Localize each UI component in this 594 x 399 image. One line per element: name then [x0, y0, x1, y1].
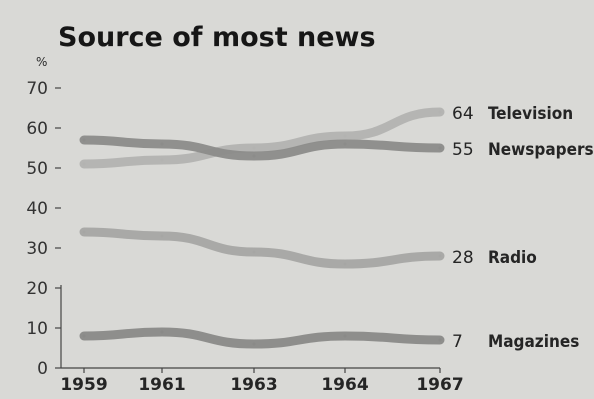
- end-value-television: 64: [452, 104, 474, 124]
- point-radio-3: [343, 262, 347, 266]
- labels-layer: 64 Television 55 Newspapers 28 Radio 7 Magazine…: [452, 104, 594, 352]
- point-magazines-0: [82, 334, 86, 338]
- x-tick-label-0: 1959: [60, 375, 107, 395]
- point-television-1: [160, 158, 164, 162]
- y-axis-unit: %: [36, 55, 47, 69]
- point-newspapers-1: [160, 142, 164, 146]
- chart-title: Source of most news: [58, 22, 376, 53]
- point-newspapers-3: [343, 142, 347, 146]
- point-television-3: [343, 134, 347, 138]
- point-radio-4: [438, 254, 442, 258]
- end-value-radio: 28: [452, 248, 474, 268]
- series-line-radio: [79, 227, 445, 269]
- point-radio-1: [160, 234, 164, 238]
- point-magazines-4: [438, 338, 442, 342]
- point-newspapers-2: [252, 154, 256, 158]
- point-television-0: [82, 162, 86, 166]
- end-value-magazines: 7: [452, 332, 463, 352]
- point-magazines-2: [252, 342, 256, 346]
- x-tick-label-1: 1961: [138, 375, 185, 395]
- ticks-layer: 0 10 20 30 40 50 60 70 1959 1961 1963 1964 1967: [26, 79, 463, 395]
- point-television-2: [252, 146, 256, 150]
- point-magazines-3: [343, 334, 347, 338]
- series-label-radio: Radio: [488, 248, 537, 268]
- point-newspapers-0: [82, 138, 86, 142]
- y-tick-label-3: 30: [26, 239, 48, 259]
- point-radio-2: [252, 250, 256, 254]
- y-tick-label-0: 0: [37, 359, 48, 379]
- series-label-magazines: Magazines: [488, 332, 579, 352]
- point-television-4: [438, 110, 442, 114]
- y-tick-label-7: 70: [26, 79, 48, 99]
- y-tick-label-1: 10: [26, 319, 48, 339]
- series-layer: [79, 107, 445, 349]
- point-newspapers-4: [438, 146, 442, 150]
- y-tick-label-4: 40: [26, 199, 48, 219]
- point-radio-0: [82, 230, 86, 234]
- series-label-television: Television: [488, 104, 573, 124]
- y-tick-label-2: 20: [26, 279, 48, 299]
- y-tick-label-5: 50: [26, 159, 48, 179]
- x-tick-label-2: 1963: [230, 375, 277, 395]
- x-tick-label-4: 1967: [416, 375, 463, 395]
- series-label-newspapers: Newspapers: [488, 140, 594, 160]
- y-tick-label-6: 60: [26, 119, 48, 139]
- series-line-magazines: [79, 327, 445, 349]
- end-value-newspapers: 55: [452, 140, 474, 160]
- x-tick-label-3: 1964: [321, 375, 368, 395]
- point-magazines-1: [160, 330, 164, 334]
